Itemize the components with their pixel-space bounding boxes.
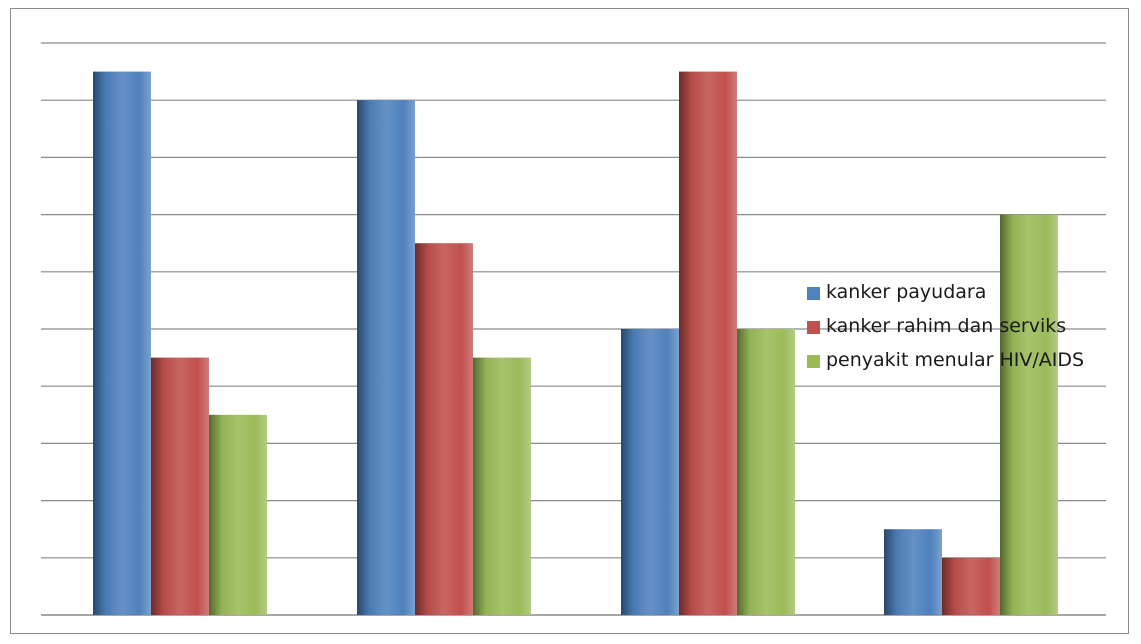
legend-label: penyakit menular HIV/AIDS <box>826 349 1085 371</box>
bar-series-3-group-4 <box>1000 214 1058 615</box>
bar-series-2-group-4 <box>942 557 1000 615</box>
bar-series-1-group-4 <box>884 529 942 615</box>
bar-series-2-group-1 <box>151 357 209 615</box>
chart-frame: kanker payudara kanker rahim dan serviks… <box>10 8 1129 634</box>
legend-label: kanker rahim dan serviks <box>826 315 1067 337</box>
bar-series-3-group-3 <box>737 329 795 615</box>
bar-series-1-group-1 <box>93 71 151 616</box>
bar-series-2-group-3 <box>679 71 737 616</box>
bar-series-2-group-2 <box>415 243 473 615</box>
bars <box>93 71 1058 616</box>
bar-series-3-group-2 <box>473 357 531 615</box>
bar-series-1-group-3 <box>621 329 679 615</box>
bar-series-3-group-1 <box>209 414 267 615</box>
legend-swatch <box>807 287 820 300</box>
legend-swatch <box>807 321 820 334</box>
chart-plot <box>41 42 1106 616</box>
legend-swatch <box>807 355 820 368</box>
bar-series-1-group-2 <box>357 100 415 615</box>
legend-label: kanker payudara <box>826 281 987 303</box>
